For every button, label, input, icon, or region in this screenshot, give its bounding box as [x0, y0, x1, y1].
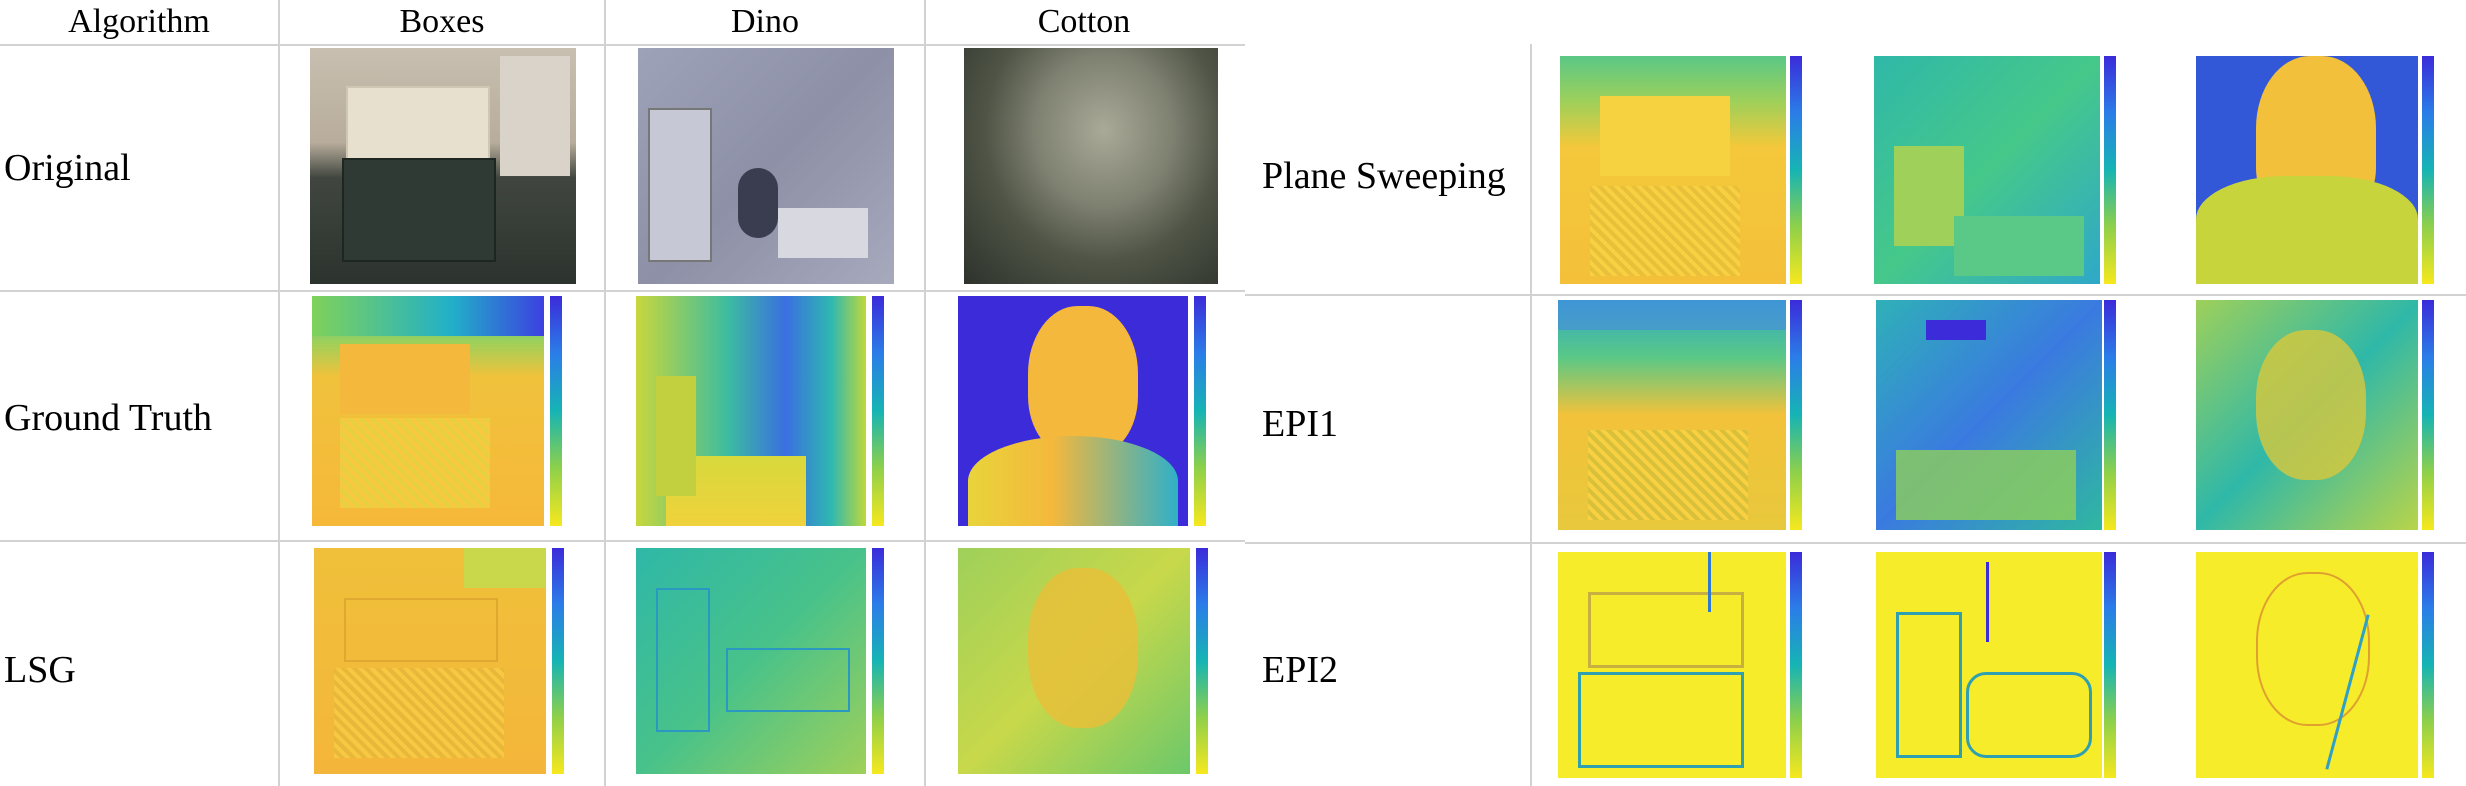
colorbar: [2422, 56, 2434, 284]
ground-truth-dino-map: [636, 296, 866, 526]
colorbar: [2104, 300, 2116, 530]
grid-line: [924, 0, 926, 786]
row-label-epi1: EPI1: [1262, 403, 1338, 445]
grid-line: [278, 0, 280, 786]
grid-line: [0, 44, 1245, 46]
lsg-boxes-map: [314, 548, 546, 774]
colorbar: [1790, 300, 1802, 530]
plane-sweeping-cotton-map: [2196, 56, 2418, 284]
row-label-original: Original: [4, 147, 131, 189]
grid-line: [1245, 294, 2466, 296]
plane-sweeping-dino-map: [1874, 56, 2100, 284]
epi1-cotton-map: [2196, 300, 2418, 530]
ground-truth-boxes-map: [312, 296, 544, 526]
grid-line: [1245, 542, 2466, 544]
header-boxes: Boxes: [399, 3, 485, 40]
colorbar: [2104, 552, 2116, 778]
row-label-ground-truth: Ground Truth: [4, 397, 212, 439]
lsg-cotton-map: [958, 548, 1190, 774]
grid-line: [1530, 44, 1532, 786]
plane-sweeping-boxes-map: [1560, 56, 1786, 284]
ground-truth-cotton-map: [958, 296, 1188, 526]
grid-line: [604, 0, 606, 786]
header-algorithm: Algorithm: [68, 3, 210, 40]
colorbar: [1790, 552, 1802, 778]
colorbar: [872, 548, 884, 774]
colorbar: [1194, 296, 1206, 526]
epi2-cotton-map: [2196, 552, 2418, 778]
colorbar: [2422, 300, 2434, 530]
colorbar: [550, 296, 562, 526]
grid-line: [0, 540, 1245, 542]
lsg-dino-map: [636, 548, 866, 774]
row-label-plane-sweeping: Plane Sweeping: [1262, 155, 1506, 197]
colorbar: [2104, 56, 2116, 284]
row-label-epi2: EPI2: [1262, 649, 1338, 691]
original-cotton-image: [964, 48, 1218, 284]
epi1-boxes-map: [1558, 300, 1786, 530]
colorbar: [1196, 548, 1208, 774]
epi1-dino-map: [1876, 300, 2102, 530]
colorbar: [872, 296, 884, 526]
grid-line: [0, 290, 1245, 292]
epi2-boxes-map: [1558, 552, 1786, 778]
header-dino: Dino: [731, 3, 799, 40]
header-cotton: Cotton: [1037, 3, 1131, 40]
colorbar: [552, 548, 564, 774]
row-label-lsg: LSG: [4, 649, 76, 691]
original-dino-image: [638, 48, 894, 284]
colorbar: [1790, 56, 1802, 284]
epi2-dino-map: [1876, 552, 2102, 778]
colorbar: [2422, 552, 2434, 778]
original-boxes-image: [310, 48, 576, 284]
